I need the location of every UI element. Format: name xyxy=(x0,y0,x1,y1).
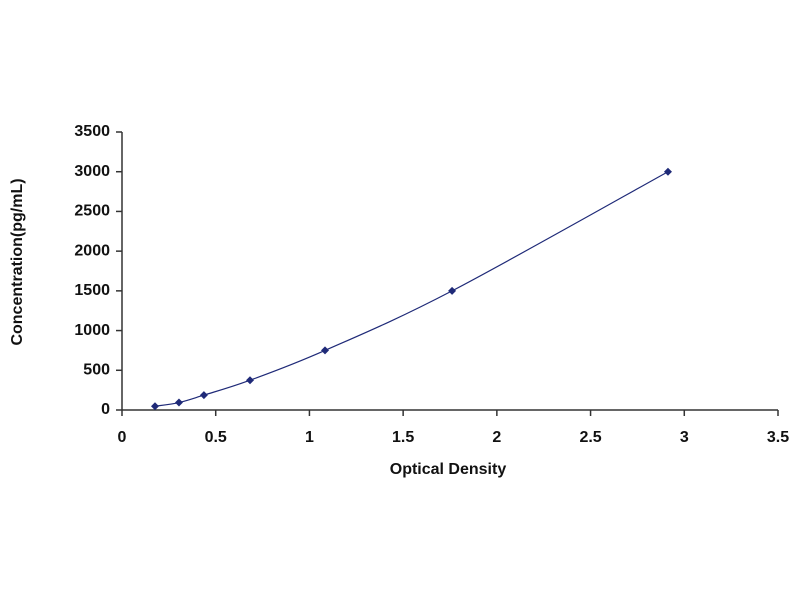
data-point xyxy=(150,402,159,411)
x-tick-label: 2 xyxy=(492,429,501,446)
y-tick-label: 1500 xyxy=(74,282,110,299)
data-point xyxy=(448,286,457,295)
y-tick-label: 1000 xyxy=(74,322,110,339)
data-point xyxy=(199,391,208,400)
data-point xyxy=(320,346,329,355)
x-tick-label: 0.5 xyxy=(205,429,227,446)
y-tick-label: 3500 xyxy=(74,123,110,140)
x-tick-label: 1.5 xyxy=(392,429,414,446)
x-tick-label: 3 xyxy=(680,429,689,446)
y-tick-label: 500 xyxy=(83,362,110,379)
x-tick-label: 2.5 xyxy=(579,429,601,446)
data-point xyxy=(663,167,672,176)
y-tick-label: 2000 xyxy=(74,242,110,259)
y-axis-title: Concentration(pg/mL) xyxy=(9,178,26,345)
x-tick-label: 0 xyxy=(118,429,127,446)
y-tick-label: 2500 xyxy=(74,203,110,220)
x-tick-label: 3.5 xyxy=(767,429,789,446)
x-axis-title: Optical Density xyxy=(390,461,507,478)
fit-curve xyxy=(154,171,669,407)
y-tick-label: 0 xyxy=(101,401,110,418)
y-tick-label: 3000 xyxy=(74,163,110,180)
data-point xyxy=(246,376,255,385)
data-point xyxy=(174,398,183,407)
x-tick-label: 1 xyxy=(305,429,314,446)
